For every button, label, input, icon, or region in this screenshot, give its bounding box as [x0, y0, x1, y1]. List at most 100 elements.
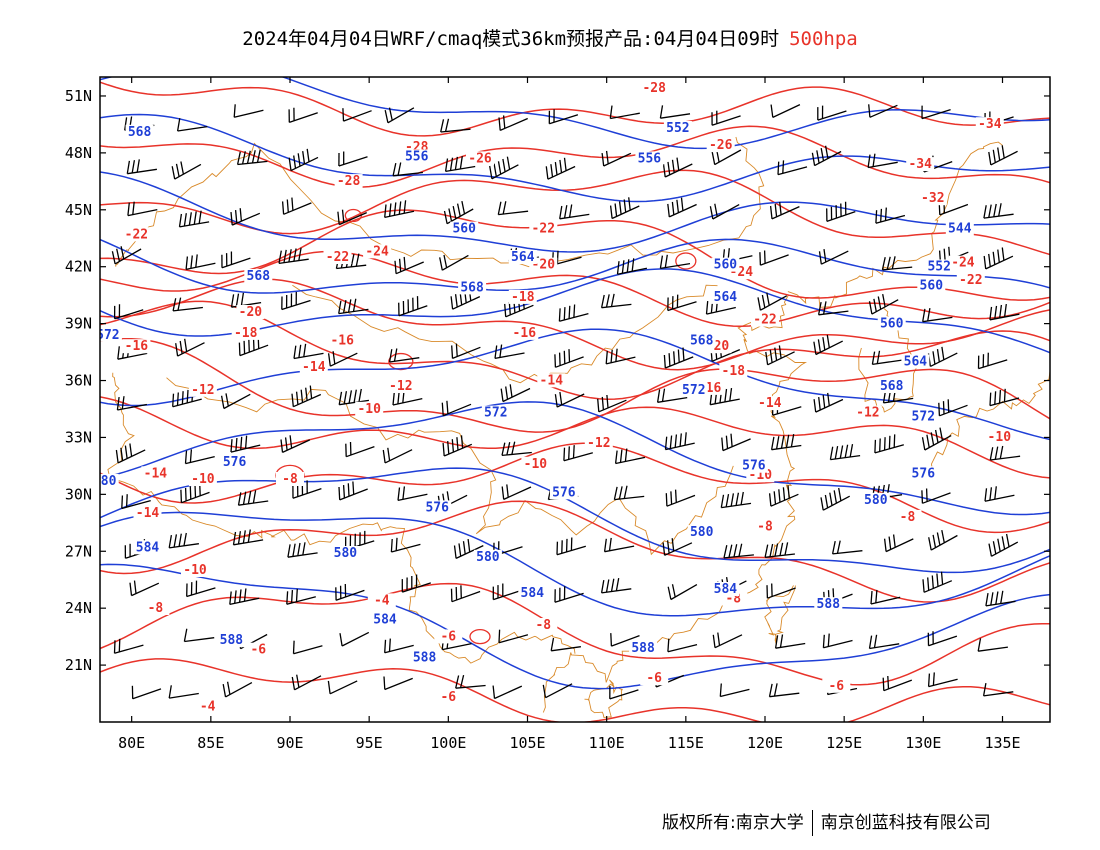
- height-contour-label: 576: [912, 466, 936, 481]
- wind-barb-feather: [613, 486, 618, 500]
- wind-barb-feather: [178, 213, 183, 227]
- wind-barb-feather: [631, 258, 635, 272]
- wind-barb-feather: [189, 449, 193, 463]
- wind-barb-feather: [246, 150, 251, 164]
- wind-barb-feather: [456, 437, 459, 451]
- wind-barb-feather: [667, 638, 670, 652]
- wind-barb-feather: [121, 495, 124, 509]
- wind-barb-feather: [489, 165, 493, 179]
- wind-barb-feather: [298, 344, 302, 358]
- wind-barb-shaft: [498, 210, 529, 216]
- contour-label-halo: [473, 549, 502, 564]
- contour-label-halo: [853, 405, 882, 420]
- wind-barb-feather: [353, 389, 357, 403]
- wind-barb-feather: [671, 159, 675, 173]
- wind-barb-shaft: [282, 439, 311, 453]
- title-main: 2024年04月04日WRF/cmaq模式36km预报产品:04月04日09时: [242, 28, 780, 50]
- temperature-contour-label: -10: [191, 472, 215, 487]
- wind-barb-feather: [402, 486, 406, 500]
- wind-barb-feather: [813, 341, 817, 355]
- wind-barb-feather: [711, 151, 716, 165]
- wind-barb-feather: [601, 153, 605, 167]
- height-contour-label: 564: [511, 250, 535, 265]
- height-contour-label: 568: [880, 379, 904, 394]
- temperature-contour-label: -8: [535, 618, 551, 633]
- temperature-contour-label: -8: [148, 601, 164, 616]
- wind-barb-feather: [550, 637, 555, 651]
- wind-barb-feather: [994, 486, 997, 500]
- contour-label-halo: [231, 325, 260, 340]
- wind-barb-feather: [999, 445, 1004, 459]
- height-contour-label: 580: [334, 546, 358, 561]
- x-tick-label: 115E: [668, 734, 704, 752]
- contour-label-halo: [956, 272, 985, 287]
- wind-barb-feather: [129, 443, 133, 457]
- wind-barb-feather: [729, 388, 733, 401]
- wind-barb-feather: [844, 444, 849, 458]
- height-contour-label: 572: [96, 328, 119, 343]
- wind-barb-feather: [395, 537, 398, 551]
- contour-label-halo: [434, 629, 463, 644]
- wind-barb-shaft: [978, 646, 1008, 652]
- wind-barb-feather: [677, 349, 680, 363]
- wind-barb-shaft: [706, 306, 736, 315]
- wind-barb-feather: [291, 197, 294, 211]
- wind-barb-feather: [941, 346, 945, 360]
- wind-barb-feather: [667, 586, 672, 600]
- x-tick-label: 85E: [197, 734, 224, 752]
- wind-barb-feather: [178, 533, 182, 547]
- wind-barb-feather: [619, 449, 623, 463]
- wind-barb-feather: [459, 674, 465, 688]
- wind-barb-feather: [252, 490, 257, 504]
- wind-barb-feather: [784, 542, 789, 556]
- wind-barb-feather: [559, 205, 563, 219]
- temperature-contour-label: -26: [709, 138, 733, 153]
- wind-barb-feather: [133, 580, 137, 594]
- y-tick-label: 24N: [65, 599, 92, 617]
- wind-barb-feather: [504, 303, 507, 317]
- wind-barb-shaft: [775, 642, 806, 649]
- credit-footer: 版权所有:南京大学 南京创蓝科技有限公司: [662, 808, 991, 836]
- wind-barb-feather: [600, 579, 605, 594]
- wind-barb-shaft: [606, 356, 636, 365]
- wind-barb-shaft: [440, 128, 471, 133]
- height-contour-label: 552: [927, 260, 950, 275]
- wind-barb-feather: [671, 584, 676, 598]
- wind-barb-shaft: [615, 456, 646, 465]
- wind-barb-feather: [459, 156, 463, 169]
- wind-barb-feather: [235, 293, 240, 307]
- temperature-contour-label: -14: [540, 373, 564, 388]
- wind-barb-feather: [942, 401, 945, 415]
- temperature-contour-label: -18: [511, 290, 535, 305]
- wind-barb-feather: [992, 251, 996, 265]
- height-contour-label: 568: [460, 280, 484, 295]
- y-tick-label: 30N: [65, 485, 92, 503]
- height-contour-label: 544: [948, 222, 972, 237]
- wind-barb-shaft: [769, 692, 800, 698]
- wind-barb-feather: [822, 634, 825, 648]
- wind-barb-feather: [509, 384, 513, 398]
- wind-barb-shaft: [882, 266, 913, 271]
- height-contour-label: 580: [690, 525, 714, 540]
- wind-barb-feather: [337, 211, 340, 225]
- wind-barb-feather: [995, 591, 999, 605]
- wind-barb-feather: [559, 159, 563, 173]
- wind-barb-feather: [936, 573, 939, 587]
- wind-barb-feather: [568, 204, 573, 218]
- wind-barb-feather: [676, 199, 680, 213]
- wind-barb-feather: [769, 543, 774, 557]
- credit-right: 南京创蓝科技有限公司: [820, 813, 991, 833]
- temperature-contour-label: -14: [136, 506, 160, 521]
- temperature-contour-label: -20: [239, 305, 263, 320]
- wind-barb-feather: [131, 160, 136, 174]
- wind-barb-feather: [243, 588, 247, 602]
- temperature-contour-label: -24: [951, 256, 975, 271]
- wind-barb-feather: [293, 248, 297, 262]
- wind-barb-feather: [456, 203, 461, 217]
- wind-barb-shaft: [815, 398, 844, 413]
- wind-barb-feather: [877, 296, 882, 310]
- contour-labels: -28-34-28-26-26-34-28-32-22 -22-24-22-20-…: [96, 81, 1014, 715]
- wind-barb-feather: [723, 545, 728, 559]
- wind-barb-feather: [222, 683, 227, 698]
- wind-barb-shaft: [499, 117, 528, 131]
